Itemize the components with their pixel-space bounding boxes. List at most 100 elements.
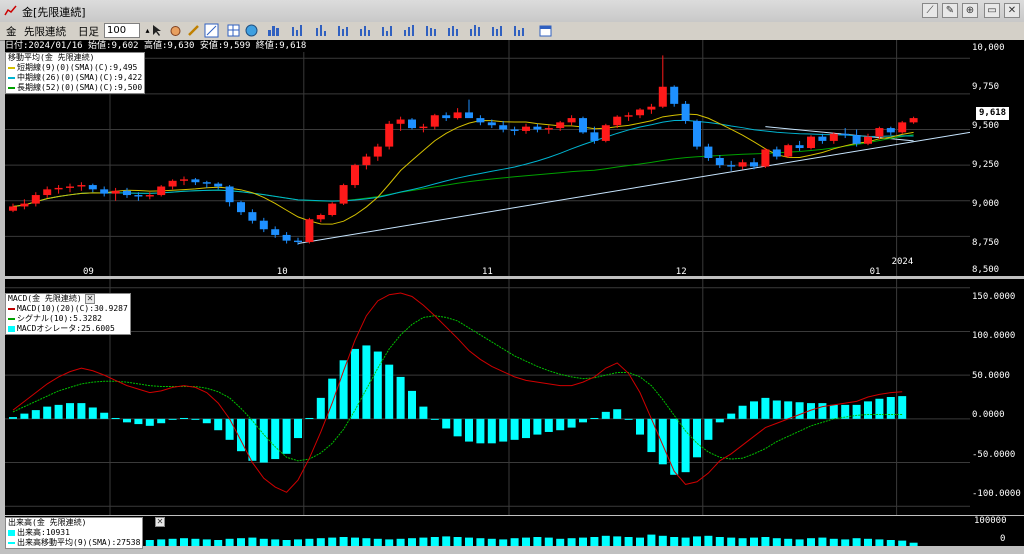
y-tick: 0.0000 <box>972 410 1005 420</box>
candle <box>145 195 154 197</box>
candle <box>88 185 97 190</box>
price-chart-panel[interactable]: 09 10 11 12 01 2024 日付:2024/01/16 始値:9,602 高値… <box>5 40 970 276</box>
volume-ma-swatch <box>8 542 15 544</box>
indicator-icon-7[interactable] <box>424 23 439 38</box>
contract-label[interactable]: 先限連続 <box>24 26 66 38</box>
macd-y-axis: 150.0000 100.0000 50.0000 0.0000 -50.000… <box>970 279 1024 515</box>
edit-icon[interactable]: ✎ <box>942 3 958 18</box>
oscillator-bar <box>282 418 291 454</box>
y-tick: 8,500 <box>972 265 1000 275</box>
candle <box>613 116 622 126</box>
short-ma-label: 短期線(9)(0)(SMA)(C):9,495 <box>17 63 138 72</box>
oscillator-bar <box>362 345 371 419</box>
oscillator-bar <box>123 418 131 423</box>
oscillator-bar <box>875 398 884 419</box>
macd-legend-signal: シグナル(10):5.3282 <box>8 314 128 324</box>
cursor-icon[interactable] <box>150 23 165 38</box>
oscillator-bar <box>852 404 861 419</box>
indicator-icon-5[interactable] <box>380 23 395 38</box>
line-tool-icon[interactable] <box>204 23 219 38</box>
candle <box>761 149 770 167</box>
candle <box>66 186 74 188</box>
oscillator-bar <box>20 413 29 419</box>
volume-bar <box>430 537 439 546</box>
volume-bar <box>533 537 542 546</box>
indicator-icon-3[interactable] <box>336 23 351 38</box>
indicator-icon-10[interactable] <box>490 23 505 38</box>
macd-chart[interactable] <box>5 279 970 515</box>
y-tick: 100000 <box>974 516 1007 526</box>
volume-bar <box>282 540 291 546</box>
candle <box>385 123 394 147</box>
pencil-icon[interactable] <box>186 23 201 38</box>
oscillator-bar <box>647 418 656 453</box>
volume-legend: 出来高(金 先限連続) 出来高:10931 出来高移動平均(9)(SMA):27… <box>5 517 144 549</box>
pin-icon[interactable]: ⊕ <box>962 3 978 18</box>
oscillator-bar <box>9 417 17 419</box>
candle <box>829 133 838 141</box>
hand-icon[interactable] <box>168 23 183 38</box>
candle <box>795 145 804 149</box>
volume-bar <box>829 538 838 546</box>
ma-legend-short: 短期線(9)(0)(SMA)(C):9,495 <box>8 63 142 73</box>
volume-bar <box>225 538 234 546</box>
indicator-icon-1[interactable] <box>290 23 305 38</box>
candle <box>533 126 542 130</box>
indicator-icon-4[interactable] <box>358 23 373 38</box>
indicator-icon-2[interactable] <box>314 23 329 38</box>
volume-close-icon[interactable]: ✕ <box>155 517 165 527</box>
target-icon[interactable] <box>244 23 259 38</box>
symbol-label[interactable]: 金 <box>6 26 17 38</box>
candle <box>396 119 405 124</box>
oscillator-bar <box>487 418 496 444</box>
indicator-icon-8[interactable] <box>446 23 461 38</box>
grid-icon[interactable] <box>226 23 241 38</box>
candle <box>271 229 280 235</box>
candle <box>510 129 519 131</box>
macd-close-icon[interactable]: ✕ <box>85 294 95 304</box>
y-tick: 9,750 <box>972 82 1000 92</box>
calendar-icon[interactable] <box>538 23 553 38</box>
indicator-icon-6[interactable] <box>402 23 417 38</box>
volume-bar <box>419 537 428 546</box>
oscillator-bar <box>248 418 257 461</box>
volume-bar <box>795 539 804 546</box>
bar-chart-icon[interactable] <box>266 23 281 38</box>
volume-bar <box>681 537 690 546</box>
period-select[interactable]: 日足 <box>78 26 99 38</box>
oscillator-bar <box>328 378 337 419</box>
spinner-icon[interactable]: ▴ <box>145 26 150 35</box>
indicator-icon-11[interactable] <box>512 23 527 38</box>
macd-legend-title: MACD(金 先限連続) <box>8 294 82 303</box>
mid-ma-label: 中期線(26)(0)(SMA)(C):9,422 <box>17 73 143 82</box>
oscillator-bar <box>510 418 519 440</box>
candle <box>214 183 223 187</box>
indicator-icon-9[interactable] <box>468 23 483 38</box>
y-tick: -50.0000 <box>972 450 1016 460</box>
volume-bar <box>898 540 907 546</box>
volume-bar <box>886 540 895 546</box>
volume-chart[interactable] <box>5 516 970 546</box>
count-input[interactable]: 100 <box>104 23 140 38</box>
volume-bar <box>351 537 359 546</box>
volume-bar <box>601 535 610 546</box>
short-ma-line <box>12 113 914 225</box>
candle <box>556 122 565 129</box>
macd-panel[interactable]: MACD(金 先限連続) MACD(10)(20)(C):30.9287 シグナ… <box>5 279 970 515</box>
oscillator-bar <box>715 418 724 423</box>
link-icon[interactable]: ⟋ <box>922 3 938 18</box>
y-tick: 10,000 <box>972 43 1005 53</box>
x-tick-label: 01 <box>870 267 881 276</box>
oscillator-bar <box>579 418 587 423</box>
oscillator-bar <box>316 397 325 419</box>
price-chart[interactable]: 09 10 11 12 01 2024 <box>5 40 970 276</box>
volume-panel[interactable]: 出来高(金 先限連続) 出来高:10931 出来高移動平均(9)(SMA):27… <box>5 516 970 549</box>
candle <box>727 165 736 167</box>
oscillator-bar <box>134 418 143 425</box>
close-button[interactable]: ✕ <box>1004 3 1020 18</box>
x-tick-label: 09 <box>83 267 94 276</box>
volume-bar <box>510 538 519 546</box>
volume-bar <box>396 538 405 546</box>
candle <box>738 162 747 167</box>
restore-button[interactable]: ▭ <box>984 3 1000 18</box>
